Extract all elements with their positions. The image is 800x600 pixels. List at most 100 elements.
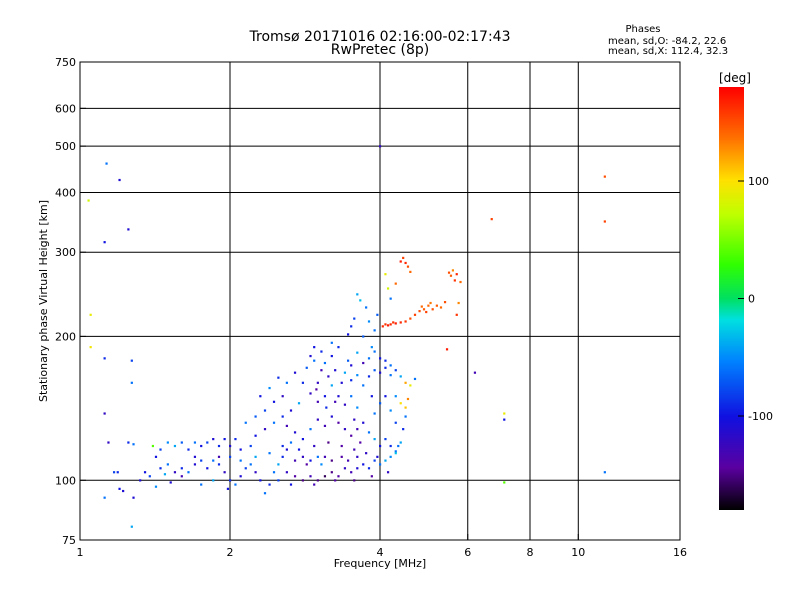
echo-point: [239, 459, 242, 462]
echo-point: [445, 348, 449, 351]
echo-point: [330, 384, 333, 387]
grid-lines: [80, 62, 680, 540]
echo-point: [103, 496, 106, 499]
echo-point: [346, 359, 350, 362]
echo-point: [193, 463, 197, 466]
echo-point: [297, 402, 301, 405]
echo-point: [453, 279, 456, 282]
echo-point: [217, 455, 221, 458]
echo-point: [163, 473, 167, 476]
echo-point: [234, 437, 237, 441]
echo-point: [447, 271, 451, 274]
echo-point: [394, 450, 397, 453]
echo-point: [127, 441, 130, 444]
echo-point: [449, 274, 453, 277]
echo-point: [200, 483, 203, 486]
echo-point: [316, 400, 319, 403]
echo-point: [105, 162, 108, 165]
echo-point: [320, 350, 323, 353]
echo-point: [346, 459, 350, 462]
echo-point: [330, 471, 333, 474]
y-tick-label: 750: [55, 56, 76, 69]
echo-point: [370, 475, 373, 478]
echo-point: [122, 489, 125, 493]
echo-point: [439, 306, 443, 309]
echo-point: [305, 463, 308, 466]
echo-point: [340, 455, 343, 458]
echo-point: [223, 437, 226, 441]
echo-point: [503, 412, 506, 415]
echo-point: [394, 369, 397, 372]
echo-point: [285, 381, 288, 384]
echo-point: [356, 351, 359, 354]
echo-point: [200, 459, 203, 462]
echo-point: [285, 448, 288, 451]
echo-point: [301, 437, 305, 441]
echo-point: [373, 412, 376, 415]
echo-point: [379, 371, 382, 374]
echo-point: [399, 260, 402, 263]
echo-point: [451, 269, 455, 272]
echo-point: [320, 369, 323, 372]
echo-point: [285, 471, 288, 474]
echo-point: [394, 322, 397, 325]
echo-point: [297, 448, 301, 451]
echo-point: [327, 375, 330, 378]
x-tick-label: 10: [571, 546, 585, 559]
echo-point: [455, 313, 458, 316]
echo-point: [116, 471, 119, 474]
echo-point: [334, 400, 337, 403]
echo-point: [281, 455, 284, 458]
echo-point: [169, 481, 172, 484]
echo-point: [118, 487, 121, 490]
echo-point: [323, 395, 327, 398]
x-tick-label: 1: [77, 546, 84, 559]
echo-point: [420, 305, 423, 308]
echo-point: [359, 299, 362, 302]
echo-point: [603, 220, 606, 223]
echo-point: [305, 366, 308, 369]
echo-point: [254, 415, 257, 418]
echo-point: [289, 409, 293, 412]
echo-point: [379, 357, 382, 360]
colorbar-tick-label: 0: [748, 293, 755, 306]
echo-point: [394, 452, 397, 455]
echo-point: [249, 444, 252, 448]
echo-point: [353, 317, 356, 320]
echo-point: [293, 475, 297, 478]
echo-point: [356, 428, 359, 431]
stats-line-o: mean, sd,O: -84.2, 22.6: [608, 36, 726, 47]
echo-point: [503, 481, 506, 484]
echo-point: [397, 444, 400, 448]
echo-point: [130, 381, 133, 384]
echo-point: [386, 287, 390, 290]
echo-point: [277, 479, 280, 482]
echo-point: [309, 354, 312, 358]
echo-point: [346, 333, 350, 336]
echo-point: [293, 431, 297, 434]
stats-line-x: mean, sd,X: 112.4, 32.3: [608, 46, 728, 57]
echo-point: [217, 444, 221, 448]
echo-point: [402, 428, 405, 431]
echo-point: [384, 323, 387, 326]
echo-point: [353, 479, 356, 482]
echo-point: [277, 463, 280, 466]
echo-point: [399, 375, 402, 378]
echo-point: [212, 437, 215, 441]
echo-point: [350, 434, 353, 437]
y-axis: 75 100 200 300 400 500 600 750: [55, 56, 86, 547]
echo-point: [350, 325, 353, 328]
echo-point: [365, 306, 368, 309]
echo-point: [272, 471, 276, 474]
echo-point: [301, 381, 305, 384]
echo-point: [330, 341, 333, 344]
echo-point: [384, 273, 387, 276]
echo-point: [166, 463, 169, 466]
echo-point: [223, 471, 226, 474]
echo-point: [404, 320, 407, 323]
echo-point: [325, 406, 328, 409]
echo-point: [404, 406, 407, 409]
echo-point: [422, 308, 426, 311]
echo-point: [154, 455, 158, 458]
